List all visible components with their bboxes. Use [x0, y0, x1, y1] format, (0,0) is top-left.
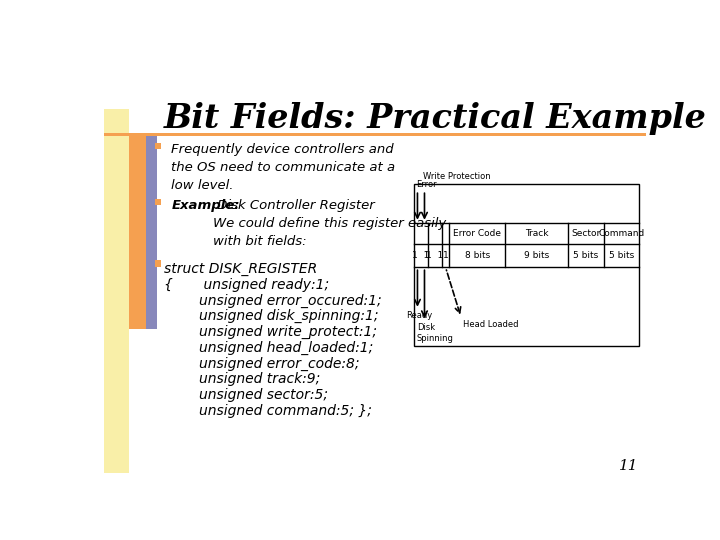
Text: unsigned disk_spinning:1;: unsigned disk_spinning:1;: [163, 309, 378, 323]
Bar: [414, 184, 639, 346]
Text: Ready: Ready: [407, 311, 433, 320]
Text: Error Code: Error Code: [453, 229, 501, 238]
Text: unsigned write_protect:1;: unsigned write_protect:1;: [163, 325, 377, 339]
Bar: [155, 143, 161, 148]
Text: Sector: Sector: [572, 229, 600, 238]
Text: {       unsigned ready:1;: { unsigned ready:1;: [163, 278, 329, 292]
Bar: [155, 199, 161, 205]
Text: unsigned command:5; };: unsigned command:5; };: [163, 404, 372, 418]
Text: Disk
Spinning: Disk Spinning: [417, 323, 454, 343]
Text: Bit Fields: Practical Example: Bit Fields: Practical Example: [163, 102, 706, 135]
Text: Head Loaded: Head Loaded: [463, 320, 518, 329]
Text: 1  1: 1 1: [426, 251, 444, 260]
Text: Write Protection: Write Protection: [423, 172, 490, 181]
Text: 5 bits: 5 bits: [608, 251, 634, 260]
Text: 1  1: 1 1: [413, 251, 430, 260]
Text: unsigned error_occured:1;: unsigned error_occured:1;: [163, 294, 382, 308]
Bar: [129, 137, 145, 329]
Text: unsigned sector:5;: unsigned sector:5;: [163, 388, 328, 402]
Text: unsigned track:9;: unsigned track:9;: [163, 373, 320, 387]
Text: Frequently device controllers and
the OS need to communicate at a
low level.: Frequently device controllers and the OS…: [171, 143, 395, 192]
Text: 8 bits: 8 bits: [464, 251, 490, 260]
Text: 1: 1: [443, 251, 449, 260]
Text: 11: 11: [619, 459, 639, 473]
Bar: [155, 260, 161, 267]
Text: Example:: Example:: [171, 199, 240, 212]
Text: Error: Error: [416, 180, 436, 189]
Text: Disk Controller Register
We could define this register easily
with bit fields:: Disk Controller Register We could define…: [213, 199, 446, 248]
Text: 5 bits: 5 bits: [573, 251, 598, 260]
Text: Track: Track: [525, 229, 549, 238]
Bar: [104, 132, 647, 137]
Text: struct DISK_REGISTER: struct DISK_REGISTER: [163, 262, 317, 276]
Text: unsigned head_loaded:1;: unsigned head_loaded:1;: [163, 341, 373, 355]
Text: Command: Command: [598, 229, 644, 238]
Bar: [145, 137, 157, 329]
Bar: [104, 110, 129, 473]
Text: 9 bits: 9 bits: [524, 251, 549, 260]
Text: unsigned error_code:8;: unsigned error_code:8;: [163, 356, 359, 371]
